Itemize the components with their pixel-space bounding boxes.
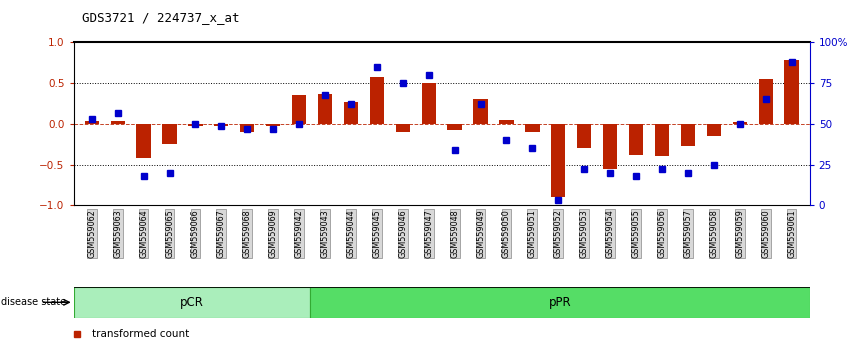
- Bar: [396, 124, 410, 132]
- Bar: [733, 122, 746, 124]
- Text: GSM559044: GSM559044: [346, 209, 355, 258]
- Bar: [681, 124, 695, 146]
- Text: transformed count: transformed count: [92, 329, 190, 339]
- Bar: [577, 124, 591, 148]
- Text: GSM559067: GSM559067: [216, 209, 226, 258]
- Text: GSM559069: GSM559069: [268, 209, 278, 258]
- Text: GSM559058: GSM559058: [709, 209, 718, 258]
- Bar: [655, 124, 669, 156]
- Bar: [500, 120, 514, 124]
- Text: disease state: disease state: [1, 297, 66, 307]
- Bar: [292, 96, 307, 124]
- Text: GSM559064: GSM559064: [139, 209, 148, 258]
- Text: GDS3721 / 224737_x_at: GDS3721 / 224737_x_at: [82, 11, 240, 24]
- Text: GSM559043: GSM559043: [320, 209, 330, 258]
- Text: GSM559051: GSM559051: [528, 209, 537, 258]
- Bar: [707, 124, 721, 136]
- Text: GSM559055: GSM559055: [631, 209, 641, 258]
- Bar: [310, 287, 810, 318]
- Bar: [266, 124, 281, 126]
- Bar: [603, 124, 617, 169]
- Bar: [629, 124, 643, 155]
- Bar: [214, 124, 229, 126]
- Bar: [422, 83, 436, 124]
- Text: GSM559042: GSM559042: [294, 209, 304, 258]
- Bar: [759, 79, 772, 124]
- Text: GSM559049: GSM559049: [476, 209, 485, 258]
- Bar: [344, 102, 358, 124]
- Text: GSM559065: GSM559065: [165, 209, 174, 258]
- Text: GSM559066: GSM559066: [191, 209, 200, 258]
- Text: GSM559063: GSM559063: [113, 209, 122, 258]
- Bar: [111, 121, 125, 124]
- Text: GSM559050: GSM559050: [502, 209, 511, 258]
- Text: GSM559059: GSM559059: [735, 209, 744, 258]
- Text: GSM559062: GSM559062: [87, 209, 96, 258]
- Text: GSM559057: GSM559057: [683, 209, 693, 258]
- Bar: [163, 124, 177, 144]
- Bar: [526, 124, 540, 132]
- Bar: [85, 121, 99, 124]
- Text: GSM559045: GSM559045: [372, 209, 381, 258]
- Bar: [240, 124, 255, 132]
- Text: GSM559054: GSM559054: [605, 209, 615, 258]
- Text: pPR: pPR: [549, 296, 572, 309]
- Text: GSM559068: GSM559068: [242, 209, 252, 258]
- Text: GSM559046: GSM559046: [398, 209, 407, 258]
- Text: GSM559056: GSM559056: [657, 209, 667, 258]
- Text: GSM559047: GSM559047: [424, 209, 433, 258]
- Bar: [370, 77, 384, 124]
- Bar: [785, 61, 798, 124]
- Text: GSM559048: GSM559048: [450, 209, 459, 258]
- Bar: [137, 124, 151, 158]
- Bar: [474, 99, 488, 124]
- Text: GSM559061: GSM559061: [787, 209, 796, 258]
- Text: GSM559053: GSM559053: [579, 209, 589, 258]
- Text: GSM559060: GSM559060: [761, 209, 770, 258]
- Bar: [551, 124, 565, 197]
- Bar: [188, 124, 203, 126]
- Bar: [448, 124, 462, 130]
- Bar: [74, 287, 310, 318]
- Text: pCR: pCR: [180, 296, 204, 309]
- Bar: [318, 94, 333, 124]
- Text: GSM559052: GSM559052: [553, 209, 563, 258]
